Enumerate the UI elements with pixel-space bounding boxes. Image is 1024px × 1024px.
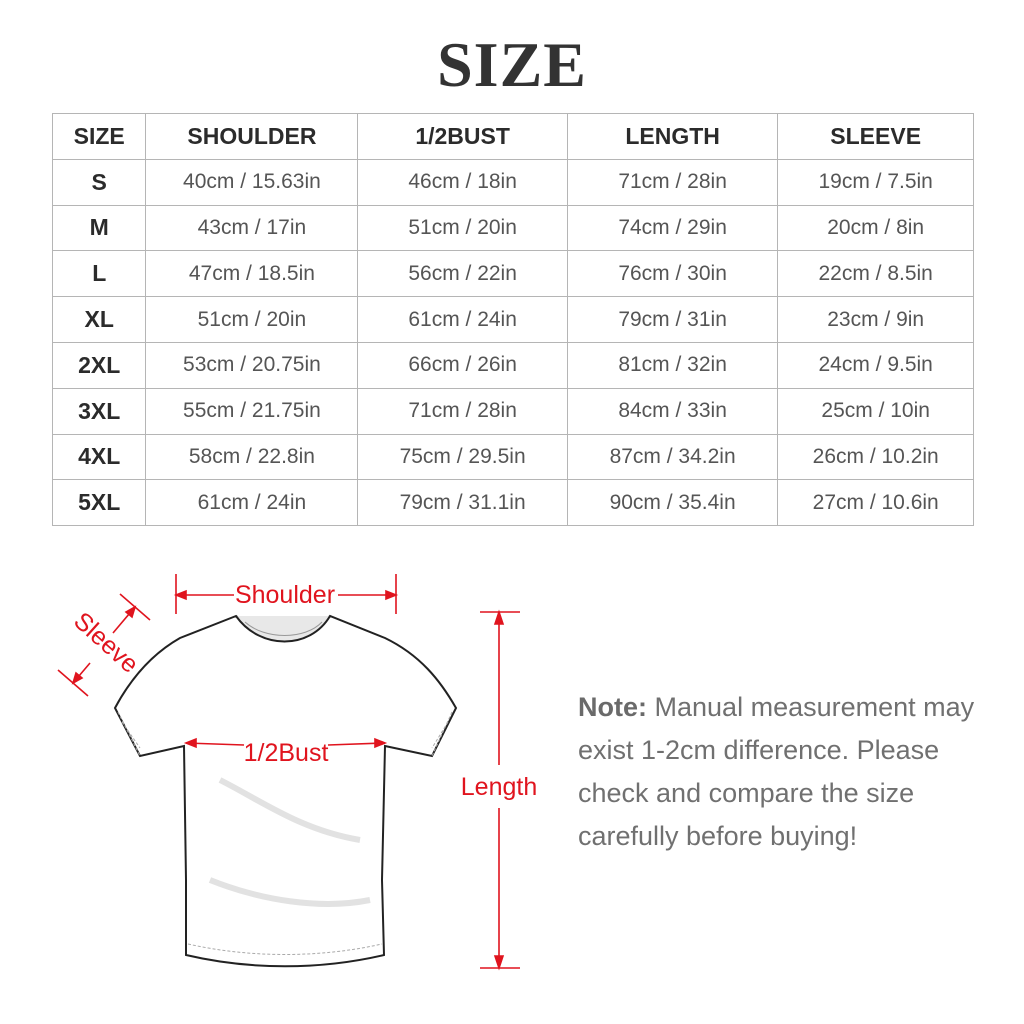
column-header: 1/2BUST bbox=[357, 113, 568, 160]
measurement-cell: 51cm / 20in bbox=[357, 204, 568, 252]
measurement-cell: 24cm / 9.5in bbox=[777, 341, 974, 389]
measurement-cell: 84cm / 33in bbox=[566, 387, 779, 435]
measurement-cell: 87cm / 34.2in bbox=[566, 433, 779, 481]
measurement-cell: 81cm / 32in bbox=[566, 341, 779, 389]
size-cell: M bbox=[51, 204, 147, 252]
table-row: 3XL 55cm / 21.75in 71cm / 28in 84cm / 33in 2… bbox=[51, 387, 974, 435]
measurement-cell: 51cm / 20in bbox=[145, 296, 359, 343]
measurement-cell: 40cm / 15.63in bbox=[145, 158, 359, 206]
column-header: SLEEVE bbox=[777, 113, 974, 160]
size-cell: 2XL bbox=[51, 341, 147, 389]
page-title: SIZE bbox=[437, 29, 587, 100]
measurement-cell: 71cm / 28in bbox=[566, 158, 779, 206]
table-row: S 40cm / 15.63in 46cm / 18in 71cm / 28in 19c… bbox=[51, 158, 974, 206]
note-label: Note: bbox=[578, 692, 647, 722]
measurement-cell: 53cm / 20.75in bbox=[145, 341, 359, 389]
measurement-cell: 23cm / 9in bbox=[777, 296, 974, 343]
measurement-cell: 26cm / 10.2in bbox=[777, 433, 974, 481]
tshirt-icon bbox=[113, 614, 458, 968]
table-row: XL 51cm / 20in 61cm / 24in 79cm / 31in 23cm … bbox=[51, 296, 974, 343]
size-cell: 3XL bbox=[51, 387, 147, 435]
size-cell: XL bbox=[51, 296, 147, 343]
measurement-cell: 27cm / 10.6in bbox=[777, 479, 974, 527]
measurement-cell: 25cm / 10in bbox=[777, 387, 974, 435]
measurement-cell: 66cm / 26in bbox=[357, 341, 568, 389]
measurement-cell: 79cm / 31in bbox=[566, 296, 779, 343]
measurement-cell: 55cm / 21.75in bbox=[145, 387, 359, 435]
measurement-cell: 47cm / 18.5in bbox=[145, 250, 359, 298]
table-row: 2XL 53cm / 20.75in 66cm / 26in 81cm / 32in 2… bbox=[51, 341, 974, 389]
table-row: 5XL 61cm / 24in 79cm / 31.1in 90cm / 35.4in… bbox=[51, 479, 974, 527]
measurement-cell: 75cm / 29.5in bbox=[357, 433, 568, 481]
size-table: SIZE SHOULDER 1/2BUST LENGTH SLEEVE S 40cm / … bbox=[51, 113, 974, 527]
bust-label: 1/2Bust bbox=[244, 739, 329, 767]
size-cell: 4XL bbox=[51, 433, 147, 481]
note: Note: Manual measurement may exist 1-2cm… bbox=[578, 686, 998, 858]
table-row: M 43cm / 17in 51cm / 20in 74cm / 29in 20cm /… bbox=[51, 204, 974, 252]
measurement-cell: 61cm / 24in bbox=[145, 479, 359, 527]
measurement-cell: 19cm / 7.5in bbox=[777, 158, 974, 206]
size-cell: 5XL bbox=[51, 479, 147, 527]
measurement-cell: 22cm / 8.5in bbox=[777, 250, 974, 298]
measurement-cell: 74cm / 29in bbox=[566, 204, 779, 252]
table-header-row: SIZE SHOULDER 1/2BUST LENGTH SLEEVE bbox=[51, 113, 974, 160]
measurement-cell: 46cm / 18in bbox=[357, 158, 568, 206]
measurement-cell: 76cm / 30in bbox=[566, 250, 779, 298]
measurement-cell: 43cm / 17in bbox=[145, 204, 359, 252]
measurement-cell: 20cm / 8in bbox=[777, 204, 974, 252]
length-label: Length bbox=[461, 773, 537, 801]
measurement-cell: 56cm / 22in bbox=[357, 250, 568, 298]
measurement-cell: 58cm / 22.8in bbox=[145, 433, 359, 481]
column-header: SIZE bbox=[51, 113, 147, 160]
measurement-cell: 79cm / 31.1in bbox=[357, 479, 568, 527]
size-cell: S bbox=[51, 158, 147, 206]
table-row: 4XL 58cm / 22.8in 75cm / 29.5in 87cm / 34.2… bbox=[51, 433, 974, 481]
measurement-cell: 90cm / 35.4in bbox=[566, 479, 779, 527]
shoulder-label: Shoulder bbox=[235, 581, 335, 609]
table-row: L 47cm / 18.5in 56cm / 22in 76cm / 30in 22cm… bbox=[51, 250, 974, 298]
size-cell: L bbox=[51, 250, 147, 298]
column-header: LENGTH bbox=[566, 113, 779, 160]
note-text: Manual measurement may exist 1-2cm diffe… bbox=[578, 692, 975, 851]
measurement-cell: 71cm / 28in bbox=[357, 387, 568, 435]
